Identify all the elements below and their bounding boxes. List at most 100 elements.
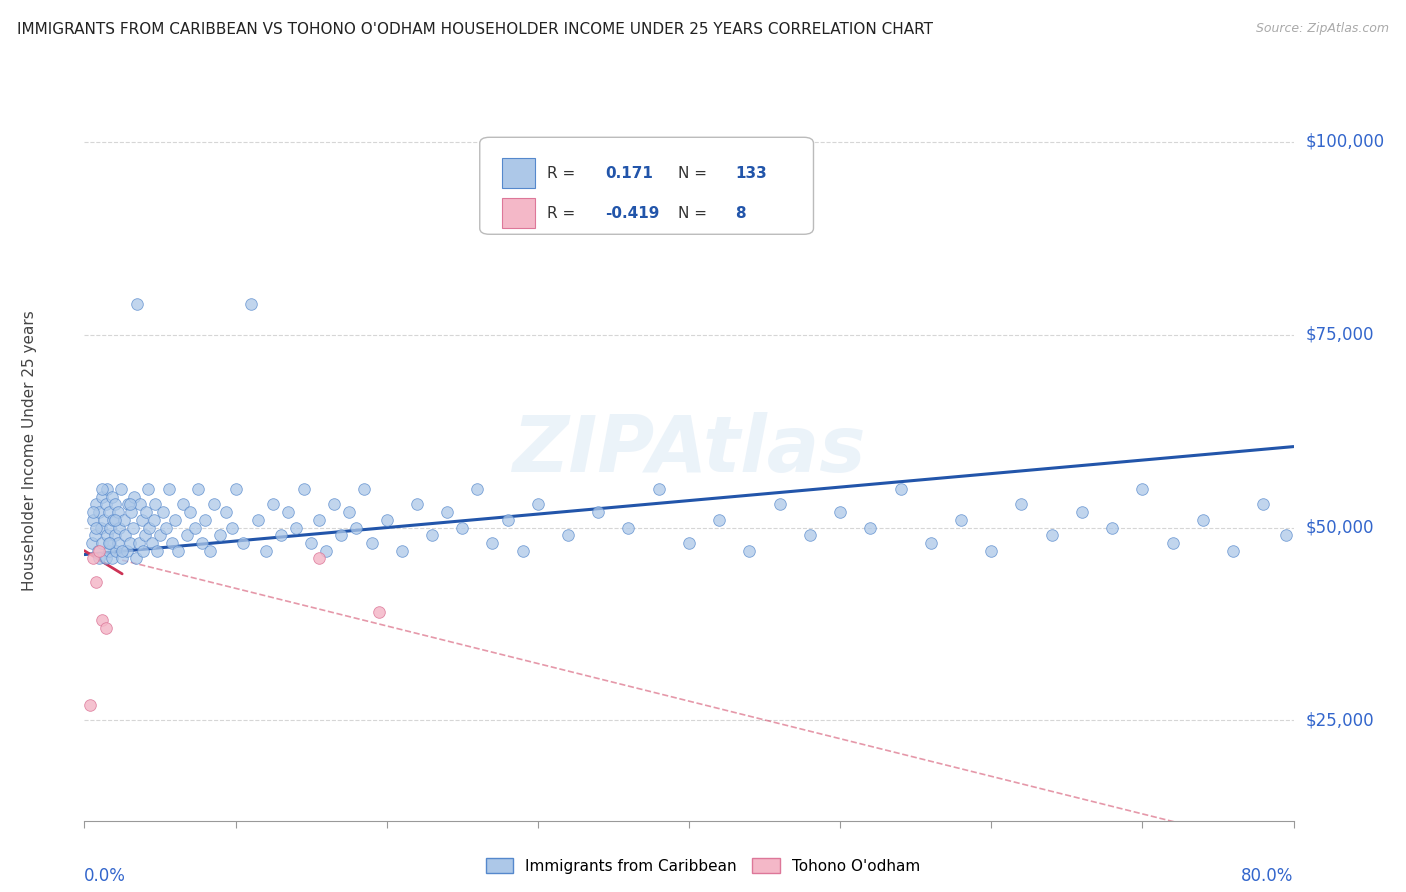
Point [96,528,118,542]
Point [527,498,550,512]
Point [353,482,375,496]
Point [107,505,129,519]
Text: $75,000: $75,000 [1306,326,1374,343]
Point [191,536,214,550]
Point [1040,528,1063,542]
Point [198,543,221,558]
Point [308,513,330,527]
Point [96,482,118,496]
Point [136,482,159,496]
Point [79,698,101,712]
Point [111,543,134,558]
Point [94,621,117,635]
Point [678,536,700,550]
Text: R =: R = [547,166,581,180]
Point [91,613,114,627]
Point [86,574,108,589]
Point [111,551,134,566]
Point [152,505,174,519]
Point [215,505,238,519]
Point [155,520,177,534]
Point [90,520,112,534]
Point [86,498,108,512]
Point [451,520,474,534]
Point [82,551,104,566]
Text: N =: N = [678,205,711,220]
Point [588,505,610,519]
Point [406,498,429,512]
Point [360,536,382,550]
Point [799,528,821,542]
Point [91,490,114,504]
Point [194,513,217,527]
Legend: Immigrants from Caribbean, Tohono O'odham: Immigrants from Caribbean, Tohono O'odha… [479,852,927,880]
Point [128,536,150,550]
Point [138,520,160,534]
Point [496,513,519,527]
FancyBboxPatch shape [479,137,814,235]
Text: N =: N = [678,166,711,180]
Point [709,513,731,527]
Point [104,513,127,527]
Point [920,536,942,550]
Point [176,528,198,542]
Point [149,528,172,542]
Point [82,513,104,527]
Point [1101,520,1123,534]
Point [118,498,141,512]
Point [167,543,190,558]
Point [104,498,127,512]
Point [299,536,322,550]
Point [769,498,792,512]
Point [157,482,180,496]
Point [270,528,292,542]
Point [101,513,124,527]
Point [1071,505,1094,519]
Point [97,543,120,558]
Point [121,520,143,534]
Text: IMMIGRANTS FROM CARIBBEAN VS TOHONO O'ODHAM HOUSEHOLDER INCOME UNDER 25 YEARS CO: IMMIGRANTS FROM CARIBBEAN VS TOHONO O'OD… [17,22,932,37]
Point [165,513,187,527]
FancyBboxPatch shape [502,158,536,188]
Point [330,528,353,542]
Point [91,536,114,550]
Point [115,543,138,558]
Point [648,482,671,496]
Point [87,543,110,558]
Point [97,536,120,550]
Text: Householder Income Under 25 years: Householder Income Under 25 years [22,310,38,591]
Point [830,505,852,519]
Text: $50,000: $50,000 [1306,518,1374,537]
Text: $100,000: $100,000 [1306,133,1385,151]
Point [94,498,117,512]
Text: 80.0%: 80.0% [1241,867,1294,885]
Point [132,543,155,558]
Point [436,505,458,519]
Point [467,482,489,496]
Point [337,505,360,519]
Point [107,536,129,550]
Point [391,543,413,558]
Point [202,498,225,512]
Point [80,536,103,550]
Point [97,505,120,519]
Point [98,520,121,534]
Point [183,520,205,534]
Point [110,482,132,496]
Text: -0.419: -0.419 [606,205,659,220]
Point [172,498,194,512]
Point [91,482,114,496]
Point [557,528,579,542]
Text: 133: 133 [735,166,766,180]
Point [82,505,104,519]
Point [93,513,115,527]
Point [1130,482,1153,496]
Point [890,482,912,496]
Point [368,606,391,620]
Point [118,536,141,550]
Point [481,536,503,550]
Point [315,543,337,558]
Point [114,528,136,542]
Point [134,528,156,542]
Point [122,490,145,504]
